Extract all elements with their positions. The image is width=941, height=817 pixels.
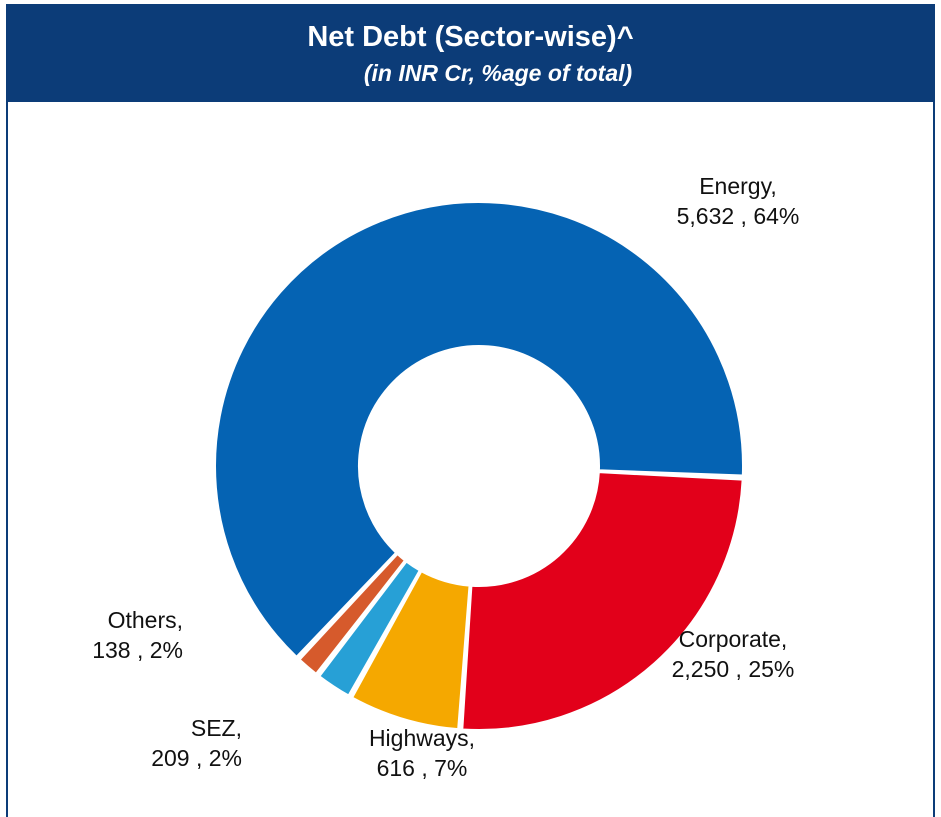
slice-label-sez: SEZ, 209 , 2%	[151, 715, 242, 771]
donut-slice-others	[298, 552, 407, 676]
slice-label-name: Others,	[108, 607, 183, 633]
slice-label-corporate: Corporate, 2,250 , 25%	[672, 626, 795, 682]
donut-slice-highways	[350, 569, 471, 731]
slice-labels: Energy, 5,632 , 64% Corporate, 2,250 , 25% H…	[92, 173, 799, 781]
slice-label-others: Others, 138 , 2%	[92, 607, 183, 663]
chart-panel: Net Debt (Sector-wise)^ (in INR Cr, %age…	[6, 4, 935, 817]
donut-slices	[214, 201, 744, 731]
chart-subtitle: (in INR Cr, %age of total)	[363, 60, 633, 86]
chart-title: Net Debt (Sector-wise)^	[307, 21, 634, 53]
slice-label-value: 616 , 7%	[377, 755, 468, 781]
slice-label-name: Highways,	[369, 725, 475, 751]
donut-slice-corporate	[461, 471, 744, 731]
slice-label-name: Energy,	[699, 173, 777, 199]
slice-label-value: 5,632 , 64%	[677, 203, 800, 229]
donut-chart: Energy, 5,632 , 64% Corporate, 2,250 , 25% H…	[92, 173, 799, 781]
donut-slice-energy	[214, 201, 744, 659]
slice-label-highways: Highways, 616 , 7%	[369, 725, 475, 781]
donut-slice-sez	[317, 560, 422, 697]
slice-label-energy: Energy, 5,632 , 64%	[677, 173, 800, 229]
chart-header: Net Debt (Sector-wise)^ (in INR Cr, %age…	[8, 6, 933, 102]
slice-label-value: 138 , 2%	[92, 637, 183, 663]
slice-label-value: 209 , 2%	[151, 745, 242, 771]
slice-label-value: 2,250 , 25%	[672, 656, 795, 682]
chart-area: Energy, 5,632 , 64% Corporate, 2,250 , 25% H…	[8, 102, 933, 817]
slice-label-name: Corporate,	[679, 626, 788, 652]
slice-label-name: SEZ,	[191, 715, 242, 741]
